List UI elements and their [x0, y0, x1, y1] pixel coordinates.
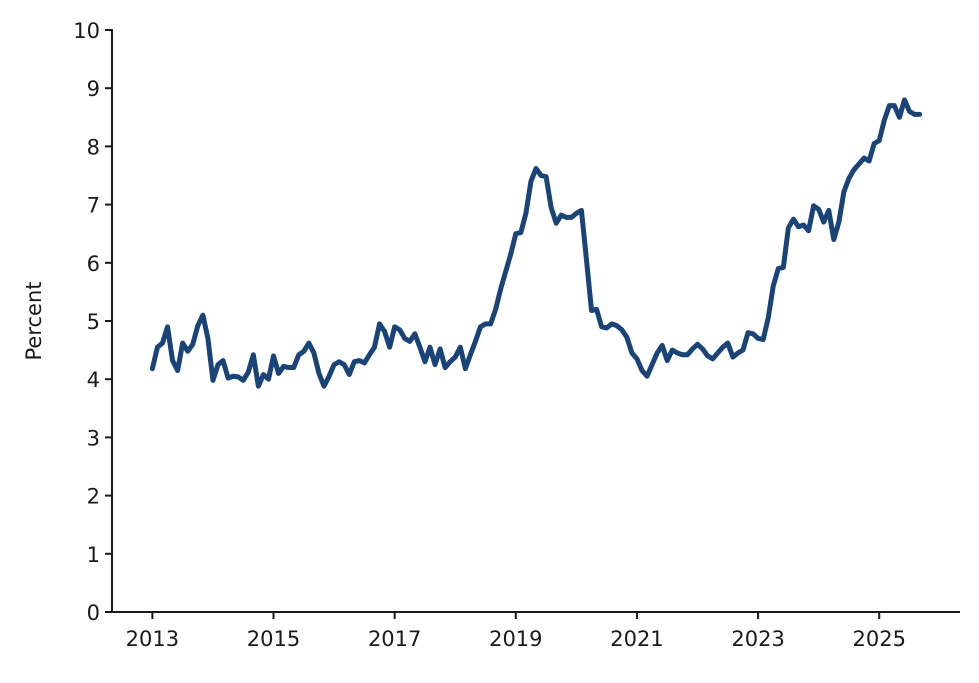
y-tick-label: 2 [87, 485, 100, 509]
y-tick-label: 10 [73, 19, 100, 43]
series-group [149, 97, 923, 389]
y-tick-label: 0 [87, 601, 100, 625]
y-tick-label: 8 [87, 135, 100, 159]
y-tick-label: 1 [87, 543, 100, 567]
x-tick-label: 2019 [489, 627, 542, 651]
x-tick-label: 2021 [610, 627, 663, 651]
y-tick-label: 5 [87, 310, 100, 334]
y-tick-label: 3 [87, 426, 100, 450]
y-tick-label: 4 [87, 368, 100, 392]
x-axis: 2013 2015 2017 2019 2021 2023 2025 [112, 611, 960, 651]
y-axis: 0 1 2 3 4 5 6 7 8 9 10 [73, 19, 113, 625]
y-tick-label: 7 [87, 194, 100, 218]
x-tick-label: 2015 [247, 627, 300, 651]
y-tick-label: 9 [87, 77, 100, 101]
x-tick-label: 2013 [126, 627, 179, 651]
series-line [149, 97, 923, 389]
y-axis-title: Percent [22, 281, 46, 360]
y-tick-label: 6 [87, 252, 100, 276]
x-tick-label: 2025 [853, 627, 906, 651]
x-tick-label: 2017 [368, 627, 421, 651]
x-tick-label: 2023 [731, 627, 784, 651]
